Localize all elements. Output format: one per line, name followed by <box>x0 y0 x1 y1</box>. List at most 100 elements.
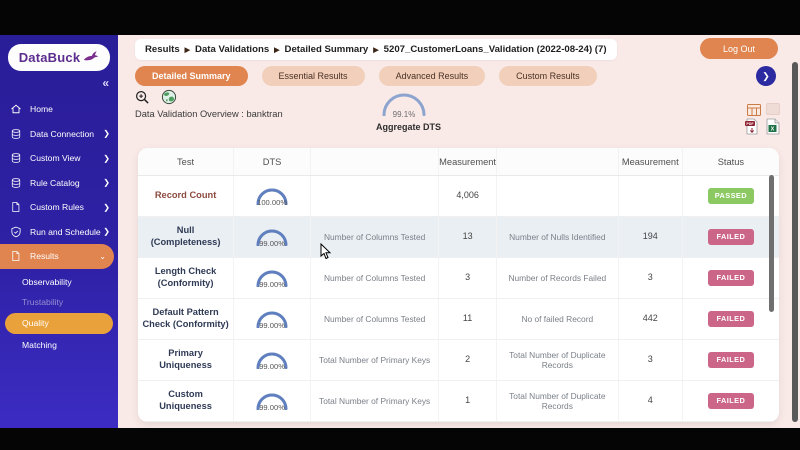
brand-name: DataBuck <box>18 50 81 65</box>
status-badge: FAILED <box>707 270 754 286</box>
chevron-right-icon: ❯ <box>103 129 110 139</box>
sidebar-item-label: Run and Schedule <box>30 226 101 237</box>
aggregate-dts-gauge: 99.1% Aggregate DTS <box>376 89 442 132</box>
sidebar-item-home[interactable]: Home <box>0 97 118 122</box>
sidebar-item-label: Custom View <box>30 153 81 164</box>
dts-gauge: 99.00% <box>234 258 312 298</box>
status-cell: FAILED <box>683 258 779 298</box>
table-row-record-count: Record Count 100.00% 4,006 PASSED <box>138 176 779 217</box>
file-icon <box>10 201 24 213</box>
measurement-1-label: Total Number of Primary Keys <box>311 381 440 421</box>
sidebar-item-label: Home <box>30 104 53 115</box>
breadcrumb-item-results[interactable]: Results <box>145 44 180 55</box>
test-name[interactable]: Primary Uniqueness <box>138 340 235 380</box>
sidebar-item-label: Rule Catalog <box>30 177 80 188</box>
tab-detailed-summary[interactable]: Detailed Summary <box>135 66 248 86</box>
next-tabs-button[interactable]: ❯ <box>756 66 776 86</box>
results-submenu: Observability Trustability Quality Matching <box>0 272 118 355</box>
status-cell: FAILED <box>683 381 779 421</box>
breadcrumb-separator-icon: ▶ <box>184 46 191 54</box>
test-name[interactable]: Record Count <box>138 176 235 216</box>
databuck-logo[interactable]: DataBuck <box>8 44 110 71</box>
dts-percentage: 99.00% <box>259 238 285 248</box>
measurement-1-label: Total Number of Primary Keys <box>311 340 440 380</box>
measurement-1-value: 4,006 <box>439 176 497 216</box>
column-header-measurement: Measurement <box>439 148 497 175</box>
sidebar-item-results[interactable]: Results ⌄ <box>0 244 114 269</box>
column-header-blank <box>311 148 440 175</box>
column-header-dts: DTS <box>234 148 312 175</box>
table-body: Record Count 100.00% 4,006 PASSED Null (Comp… <box>138 176 779 422</box>
sidebar-collapse-button[interactable]: « <box>102 76 109 90</box>
breadcrumb-separator-icon: ▶ <box>274 46 280 54</box>
sidebar: DataBuck « Home Data Connection ❯ Custom Vi… <box>0 35 118 428</box>
measurement-2-label: No of failed Record <box>497 299 619 339</box>
zoom-in-magnifier-icon[interactable] <box>135 90 150 110</box>
test-name[interactable]: Default Pattern Check (Conformity) <box>138 299 235 339</box>
home-icon <box>10 103 24 115</box>
dts-gauge: 99.00% <box>234 381 312 421</box>
dts-gauge: 99.00% <box>234 299 312 339</box>
measurement-1-label <box>311 176 440 216</box>
chevron-down-icon: ⌄ <box>99 251 106 261</box>
table-row-default-pattern-check-conformity: Default Pattern Check (Conformity) 99.00%… <box>138 299 779 340</box>
gauge-caption: Aggregate DTS <box>376 122 442 132</box>
sidebar-subitem-matching[interactable]: Matching <box>22 339 57 350</box>
page-scrollbar[interactable] <box>792 62 798 422</box>
test-name[interactable]: Custom Uniqueness <box>138 381 235 421</box>
table-row-custom-uniqueness: Custom Uniqueness 99.00% Total Number of P… <box>138 381 779 422</box>
sidebar-item-data-connection[interactable]: Data Connection ❯ <box>0 122 118 147</box>
database-icon <box>10 128 24 140</box>
measurement-2-label <box>497 176 619 216</box>
status-cell: FAILED <box>683 217 779 257</box>
table-view-icon[interactable] <box>747 103 761 116</box>
measurement-1-value: 2 <box>439 340 497 380</box>
measurement-1-label: Number of Columns Tested <box>311 258 440 298</box>
dts-percentage: 99.00% <box>259 279 285 289</box>
table-row-length-check-conformity: Length Check (Conformity) 99.00% Number of… <box>138 258 779 299</box>
dts-percentage: 99.00% <box>259 361 285 371</box>
status-badge: FAILED <box>707 393 754 409</box>
status-badge: FAILED <box>707 229 754 245</box>
sidebar-item-custom-view[interactable]: Custom View ❯ <box>0 146 118 171</box>
sidebar-subitem-trustability[interactable]: Trustability <box>22 296 64 307</box>
rabbit-logo-icon <box>83 49 99 67</box>
test-name[interactable]: Length Check (Conformity) <box>138 258 235 298</box>
svg-text:PDF: PDF <box>746 122 754 126</box>
breadcrumb-item-5207-customerloans-valid[interactable]: 5207_CustomerLoans_Validation (2022-08-2… <box>383 44 607 55</box>
toolbar <box>135 89 177 110</box>
test-name[interactable]: Null (Completeness) <box>138 217 235 257</box>
excel-export-icon[interactable]: X <box>765 118 780 140</box>
sidebar-item-custom-rules[interactable]: Custom Rules ❯ <box>0 195 118 220</box>
chart-view-icon[interactable] <box>766 103 780 115</box>
chevron-right-icon: ❯ <box>103 178 110 188</box>
mouse-cursor <box>320 242 332 265</box>
table-scrollbar[interactable] <box>769 175 774 312</box>
breadcrumb-item-data-validations[interactable]: Data Validations <box>195 44 270 55</box>
measurement-1-label: Number of Columns Tested <box>311 299 440 339</box>
sidebar-item-label: Results <box>30 251 59 262</box>
breadcrumb-item-detailed-summary[interactable]: Detailed Summary <box>284 44 369 55</box>
dts-percentage: 99.00% <box>259 402 285 412</box>
measurement-2-value: 3 <box>619 258 683 298</box>
sidebar-subitem-quality[interactable]: Quality <box>5 312 113 334</box>
tab-custom-results[interactable]: Custom Results <box>499 66 597 86</box>
sidebar-subitem-observability[interactable]: Observability <box>22 276 72 287</box>
sidebar-item-run-and-schedule[interactable]: Run and Schedule ❯ <box>0 220 118 245</box>
logout-button[interactable]: Log Out <box>700 38 778 59</box>
measurement-1-value: 11 <box>439 299 497 339</box>
dts-gauge: 99.00% <box>234 340 312 380</box>
measurement-2-value: 4 <box>619 381 683 421</box>
tab-essential-results[interactable]: Essential Results <box>261 66 365 86</box>
pdf-export-icon[interactable]: PDF <box>744 118 760 140</box>
dts-percentage: 100.00% <box>257 197 288 207</box>
sidebar-item-rule-catalog[interactable]: Rule Catalog ❯ <box>0 171 118 196</box>
table-row-primary-uniqueness: Primary Uniqueness 99.00% Total Number of … <box>138 340 779 381</box>
svg-text:X: X <box>771 126 775 132</box>
status-badge: PASSED <box>707 188 754 204</box>
tab-advanced-results[interactable]: Advanced Results <box>378 66 486 86</box>
column-header-blank <box>497 148 619 175</box>
globe-icon[interactable] <box>161 89 177 110</box>
column-header-status: Status <box>717 156 745 167</box>
